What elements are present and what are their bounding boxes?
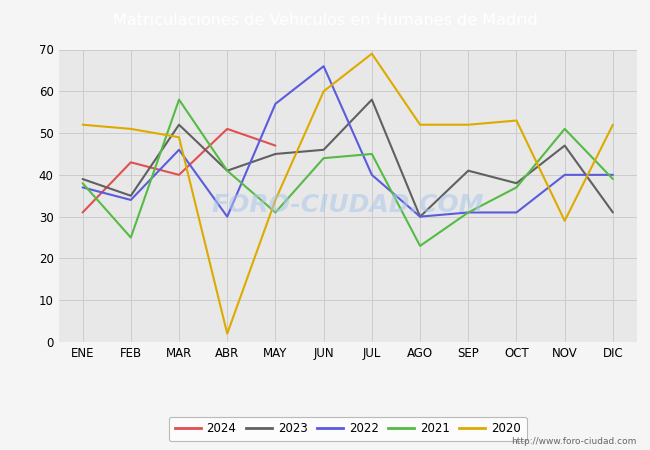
Legend: 2024, 2023, 2022, 2021, 2020: 2024, 2023, 2022, 2021, 2020 [169, 417, 526, 441]
Text: FORO-CIUDAD.COM: FORO-CIUDAD.COM [211, 193, 484, 216]
Text: Matriculaciones de Vehiculos en Humanes de Madrid: Matriculaciones de Vehiculos en Humanes … [112, 13, 538, 28]
Text: http://www.foro-ciudad.com: http://www.foro-ciudad.com [512, 436, 637, 446]
